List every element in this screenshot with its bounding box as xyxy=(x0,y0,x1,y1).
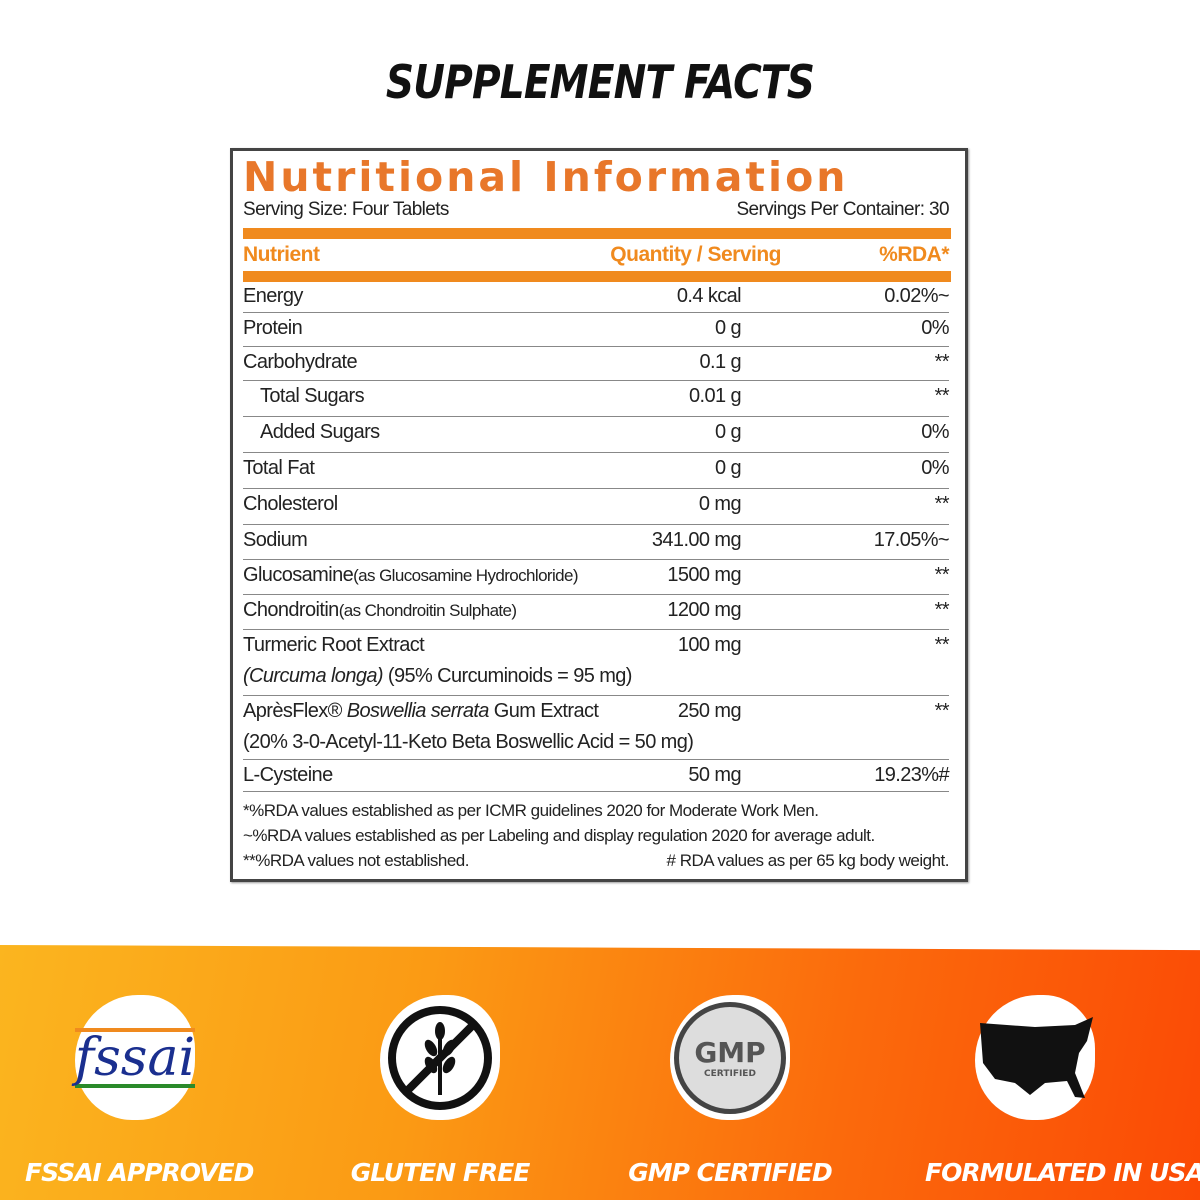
table-row: L-Cysteine 50 mg 19.23%# xyxy=(243,760,950,792)
nutrient-name: Chondroitin(as Chondroitin Sulphate) xyxy=(243,599,517,621)
table-row: AprèsFlex® Boswellia serrata Gum Extract… xyxy=(243,696,950,760)
badge-label: FSSAI APPROVED xyxy=(25,1158,254,1187)
page-title: SUPPLEMENT FACTS xyxy=(385,55,815,109)
nutrient-quantity: 0 g xyxy=(714,421,742,443)
table-row: Glucosamine(as Glucosamine Hydrochloride… xyxy=(243,560,950,595)
footnote: ~%RDA values established as per Labeling… xyxy=(243,826,875,845)
nutrient-rda: 0.02%~ xyxy=(884,285,949,307)
nutrient-detail: (20% 3-0-Acetyl-11-Keto Beta Boswellic A… xyxy=(243,731,694,753)
table-row: Energy 0.4 kcal 0.02%~ xyxy=(243,281,950,313)
nutrient-rda: ** xyxy=(934,493,950,515)
nutrient-name: Cholesterol xyxy=(243,493,338,515)
nutrient-detail: (Curcuma longa) (95% Curcuminoids = 95 m… xyxy=(243,665,632,687)
nutrient-name: Total Sugars xyxy=(260,385,365,407)
gmp-seal: GMP CERTIFIED xyxy=(670,995,790,1120)
nutrient-name: Turmeric Root Extract xyxy=(243,634,425,656)
nutrient-rda: 0% xyxy=(921,457,949,479)
nutrient-quantity: 341.00 mg xyxy=(651,529,742,551)
nutrient-rda: ** xyxy=(934,599,950,621)
nutrient-name: AprèsFlex® Boswellia serrata Gum Extract xyxy=(243,700,599,722)
nutrient-quantity: 0 g xyxy=(714,457,742,479)
table-row: Sodium 341.00 mg 17.05%~ xyxy=(243,525,950,560)
divider xyxy=(243,228,951,239)
header-nutrient: Nutrient xyxy=(243,243,320,266)
nutrient-quantity: 0.01 g xyxy=(688,385,742,407)
nutrient-rda: ** xyxy=(934,700,950,722)
nutrient-quantity: 250 mg xyxy=(677,700,742,722)
nutrient-quantity: 1200 mg xyxy=(667,599,741,621)
gluten-free-icon xyxy=(380,995,500,1120)
nutrient-table: Energy 0.4 kcal 0.02%~ Protein 0 g 0% Carbohyd… xyxy=(243,281,950,792)
nutrient-name: Glucosamine(as Glucosamine Hydrochloride… xyxy=(243,564,579,586)
nutrient-rda: ** xyxy=(934,351,950,373)
nutrient-name: L-Cysteine xyxy=(243,764,333,786)
nutrient-name: Carbohydrate xyxy=(243,351,358,373)
nutrient-rda: 17.05%~ xyxy=(873,529,950,551)
divider xyxy=(243,271,951,282)
table-row: Protein 0 g 0% xyxy=(243,313,950,347)
badge-gmp: GMP CERTIFIED GMP CERTIFIED xyxy=(620,995,840,1187)
badge-label: GLUTEN FREE xyxy=(350,1158,531,1187)
serving-size: Serving Size: Four Tablets xyxy=(243,199,449,220)
nutrient-quantity: 0 g xyxy=(714,317,742,339)
nutrient-name: Energy xyxy=(243,285,303,307)
table-row: Chondroitin(as Chondroitin Sulphate) 1200… xyxy=(243,595,950,630)
nutrient-name: Added Sugars xyxy=(260,421,380,443)
badge-usa: FORMULATED IN USA xyxy=(925,995,1200,1187)
nutrient-rda: 0% xyxy=(921,421,949,443)
badge-label: FORMULATED IN USA xyxy=(925,1158,1200,1187)
nutrient-quantity: 0.1 g xyxy=(699,351,742,373)
footnote: *%RDA values established as per ICMR gui… xyxy=(243,801,819,820)
nutrient-rda: 19.23%# xyxy=(874,764,949,786)
badge-band: fssai FSSAI APPROVED GLUTEN FREE GMP CER… xyxy=(0,945,1200,1200)
table-row: Carbohydrate 0.1 g ** xyxy=(243,347,950,381)
nutrient-quantity: 0 mg xyxy=(698,493,742,515)
badge-gluten-free: GLUTEN FREE xyxy=(330,995,550,1187)
fssai-logo: fssai xyxy=(74,995,196,1120)
usa-map-icon xyxy=(975,995,1095,1120)
table-row: Added Sugars 0 g 0% xyxy=(243,417,950,453)
footnote: # RDA values as per 65 kg body weight. xyxy=(666,851,950,870)
nutrient-quantity: 100 mg xyxy=(677,634,742,656)
badge-label: GMP CERTIFIED xyxy=(628,1158,833,1187)
table-row: Cholesterol 0 mg ** xyxy=(243,489,950,525)
badge-fssai: fssai FSSAI APPROVED xyxy=(25,995,254,1187)
nutrient-name: Protein xyxy=(243,317,303,339)
table-row: Turmeric Root Extract (Curcuma longa) (95… xyxy=(243,630,950,696)
nutrient-rda: ** xyxy=(934,564,950,586)
panel-title: Nutritional Information xyxy=(243,153,849,201)
nutrient-name: Total Fat xyxy=(243,457,315,479)
footnote: **%RDA values not established. xyxy=(243,851,469,870)
nutrient-rda: 0% xyxy=(921,317,949,339)
nutrient-name: Sodium xyxy=(243,529,308,551)
nutrient-rda: ** xyxy=(934,634,950,656)
nutrient-rda: ** xyxy=(934,385,950,407)
nutrient-quantity: 0.4 kcal xyxy=(676,285,742,307)
servings-per-container: Servings Per Container: 30 xyxy=(736,199,949,220)
table-row: Total Sugars 0.01 g ** xyxy=(243,381,950,417)
nutrient-quantity: 50 mg xyxy=(688,764,741,786)
nutrition-panel: Nutritional Information Serving Size: Fo… xyxy=(230,148,968,882)
header-rda: %RDA* xyxy=(879,243,949,266)
nutrient-quantity: 1500 mg xyxy=(667,564,741,586)
table-header: Nutrient Quantity / Serving %RDA* xyxy=(243,241,949,271)
table-row: Total Fat 0 g 0% xyxy=(243,453,950,489)
header-quantity: Quantity / Serving xyxy=(610,243,781,266)
